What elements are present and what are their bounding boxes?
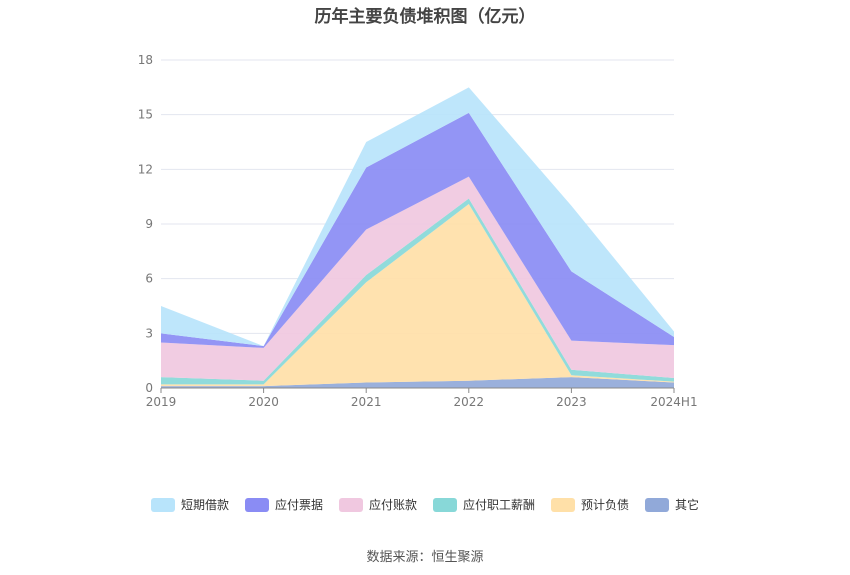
- legend-swatch: [645, 497, 670, 512]
- legend-label: 短期借款: [180, 498, 229, 512]
- y-tick-label: 9: [145, 217, 153, 231]
- legend-item[interactable]: 其它: [645, 496, 699, 513]
- chart-legend: 短期借款 应付票据 应付账款 应付职工薪酬 预计负债 其它: [0, 496, 850, 513]
- legend-item[interactable]: 预计负债: [551, 496, 629, 513]
- legend-swatch: [433, 497, 457, 512]
- y-tick-label: 18: [138, 53, 153, 67]
- y-tick-label: 12: [138, 162, 153, 176]
- legend-item[interactable]: 应付票据: [244, 496, 323, 513]
- x-tick-label: 2021: [351, 395, 382, 409]
- y-tick-label: 0: [145, 381, 153, 395]
- area-预计负债: [161, 203, 674, 387]
- area-应付票据: [161, 112, 674, 348]
- legend-item[interactable]: 应付账款: [338, 496, 417, 513]
- legend-label: 应付职工薪酬: [463, 498, 536, 512]
- area-应付账款: [161, 176, 674, 381]
- legend-label: 应付票据: [274, 498, 323, 512]
- x-tick-label: 2023: [556, 395, 587, 409]
- legend-label: 预计负债: [581, 498, 630, 512]
- legend-swatch: [551, 497, 576, 512]
- x-tick-label: 2019: [146, 395, 177, 409]
- chart-title: 历年主要负债堆积图（亿元）: [314, 7, 536, 27]
- stacked-area-chart: 0 3 6 9 12 15 18 2019 2020 2021 2022 2023 2024H1: [138, 53, 698, 409]
- x-tick-label: 2024H1: [650, 395, 697, 409]
- area-短期借款: [161, 87, 674, 347]
- area-其它: [161, 377, 674, 388]
- legend-item[interactable]: 短期借款: [150, 496, 229, 513]
- x-tick-label: 2022: [454, 395, 485, 409]
- legend-swatch: [338, 497, 363, 512]
- legend-label: 应付账款: [368, 498, 417, 512]
- data-source-note: 数据来源：恒生聚源: [366, 550, 484, 565]
- legend-swatch: [150, 497, 175, 512]
- x-tick-label: 2020: [248, 395, 279, 409]
- legend-label: 其它: [675, 498, 700, 512]
- legend-item[interactable]: 应付职工薪酬: [433, 496, 535, 513]
- y-tick-label: 6: [145, 272, 153, 286]
- y-tick-label: 15: [138, 108, 153, 122]
- y-tick-label: 3: [145, 326, 153, 340]
- legend-swatch: [244, 497, 269, 512]
